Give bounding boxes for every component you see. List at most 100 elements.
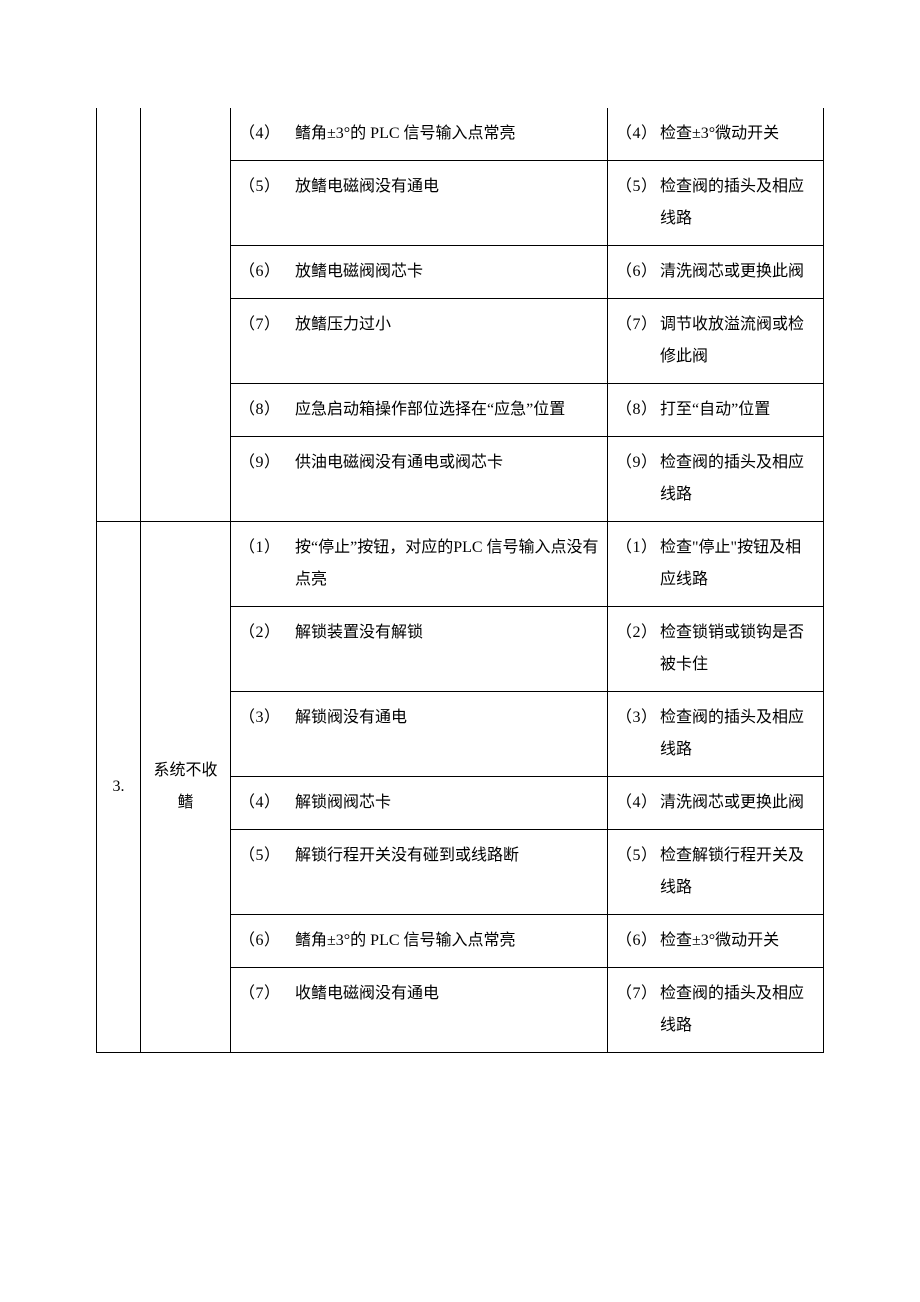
fix-item: （6）清洗阀芯或更换此阀 xyxy=(616,256,815,288)
fix-num: （4） xyxy=(616,118,660,150)
cause-num: （7） xyxy=(239,309,295,341)
fix-num: （2） xyxy=(616,617,660,649)
fix-cell: （8）打至“自动”位置 xyxy=(608,384,824,437)
cause-cell: （2）解锁装置没有解锁 xyxy=(231,607,608,692)
fix-cell: （6）检查±3°微动开关 xyxy=(608,915,824,968)
page: （4）鳍角±3°的 PLC 信号输入点常亮（4）检查±3°微动开关（5）放鳍电磁… xyxy=(0,0,920,1302)
cause-text: 解锁阀阀芯卡 xyxy=(295,787,599,819)
fix-text: 检查锁销或锁钩是否被卡住 xyxy=(660,617,815,681)
troubleshoot-table: （4）鳍角±3°的 PLC 信号输入点常亮（4）检查±3°微动开关（5）放鳍电磁… xyxy=(96,108,824,1053)
cause-cell: （1）按“停止”按钮，对应的PLC 信号输入点没有点亮 xyxy=(231,522,608,607)
table-row: （4）鳍角±3°的 PLC 信号输入点常亮（4）检查±3°微动开关 xyxy=(97,108,824,161)
cause-cell: （5）放鳍电磁阀没有通电 xyxy=(231,161,608,246)
fix-item: （4）检查±3°微动开关 xyxy=(616,118,815,150)
cause-text: 解锁阀没有通电 xyxy=(295,702,599,734)
cause-item: （6）鳍角±3°的 PLC 信号输入点常亮 xyxy=(239,925,599,957)
fix-num: （3） xyxy=(616,702,660,734)
cause-num: （8） xyxy=(239,394,295,426)
fix-cell: （1）检查"停止"按钮及相应线路 xyxy=(608,522,824,607)
fix-text: 清洗阀芯或更换此阀 xyxy=(660,787,815,819)
cause-cell: （4）鳍角±3°的 PLC 信号输入点常亮 xyxy=(231,108,608,161)
cause-cell: （9）供油电磁阀没有通电或阀芯卡 xyxy=(231,437,608,522)
cause-text: 鳍角±3°的 PLC 信号输入点常亮 xyxy=(295,118,599,150)
fix-item: （7）检查阀的插头及相应线路 xyxy=(616,978,815,1042)
cause-text: 收鳍电磁阀没有通电 xyxy=(295,978,599,1010)
cause-text: 按“停止”按钮，对应的PLC 信号输入点没有点亮 xyxy=(295,532,599,596)
fix-cell: （7）调节收放溢流阀或检修此阀 xyxy=(608,299,824,384)
cause-text: 解锁装置没有解锁 xyxy=(295,617,599,649)
cause-cell: （4）解锁阀阀芯卡 xyxy=(231,777,608,830)
cause-cell: （6）鳍角±3°的 PLC 信号输入点常亮 xyxy=(231,915,608,968)
cause-item: （4）解锁阀阀芯卡 xyxy=(239,787,599,819)
fix-num: （5） xyxy=(616,171,660,203)
cause-item: （6）放鳍电磁阀阀芯卡 xyxy=(239,256,599,288)
fix-num: （7） xyxy=(616,309,660,341)
fix-cell: （6）清洗阀芯或更换此阀 xyxy=(608,246,824,299)
cause-num: （6） xyxy=(239,256,295,288)
fix-text: 检查"停止"按钮及相应线路 xyxy=(660,532,815,596)
fix-cell: （3）检查阀的插头及相应线路 xyxy=(608,692,824,777)
fix-num: （5） xyxy=(616,840,660,872)
cause-text: 放鳍压力过小 xyxy=(295,309,599,341)
cause-text: 放鳍电磁阀没有通电 xyxy=(295,171,599,203)
fault-title xyxy=(141,108,231,522)
fix-item: （5）检查解锁行程开关及线路 xyxy=(616,840,815,904)
cause-num: （6） xyxy=(239,925,295,957)
fix-num: （4） xyxy=(616,787,660,819)
fix-text: 检查阀的插头及相应线路 xyxy=(660,171,815,235)
fix-item: （7）调节收放溢流阀或检修此阀 xyxy=(616,309,815,373)
fix-text: 检查阀的插头及相应线路 xyxy=(660,447,815,511)
cause-text: 供油电磁阀没有通电或阀芯卡 xyxy=(295,447,599,479)
fix-text: 清洗阀芯或更换此阀 xyxy=(660,256,815,288)
cause-num: （9） xyxy=(239,447,295,479)
fix-cell: （2）检查锁销或锁钩是否被卡住 xyxy=(608,607,824,692)
cause-cell: （6）放鳍电磁阀阀芯卡 xyxy=(231,246,608,299)
fault-title: 系统不收鳍 xyxy=(141,522,231,1053)
cause-cell: （7）收鳍电磁阀没有通电 xyxy=(231,968,608,1053)
cause-item: （9）供油电磁阀没有通电或阀芯卡 xyxy=(239,447,599,479)
cause-item: （7）收鳍电磁阀没有通电 xyxy=(239,978,599,1010)
fix-num: （7） xyxy=(616,978,660,1010)
fix-num: （6） xyxy=(616,256,660,288)
cause-cell: （7）放鳍压力过小 xyxy=(231,299,608,384)
cause-num: （5） xyxy=(239,171,295,203)
cause-item: （2）解锁装置没有解锁 xyxy=(239,617,599,649)
cause-item: （3）解锁阀没有通电 xyxy=(239,702,599,734)
fix-num: （1） xyxy=(616,532,660,564)
fix-item: （4）清洗阀芯或更换此阀 xyxy=(616,787,815,819)
cause-text: 应急启动箱操作部位选择在“应急”位置 xyxy=(295,394,599,426)
fix-text: 调节收放溢流阀或检修此阀 xyxy=(660,309,815,373)
cause-item: （1）按“停止”按钮，对应的PLC 信号输入点没有点亮 xyxy=(239,532,599,596)
cause-item: （8）应急启动箱操作部位选择在“应急”位置 xyxy=(239,394,599,426)
fix-num: （6） xyxy=(616,925,660,957)
cause-num: （2） xyxy=(239,617,295,649)
cause-item: （5）解锁行程开关没有碰到或线路断 xyxy=(239,840,599,872)
cause-item: （7）放鳍压力过小 xyxy=(239,309,599,341)
cause-num: （7） xyxy=(239,978,295,1010)
fix-item: （8）打至“自动”位置 xyxy=(616,394,815,426)
fix-item: （9）检查阀的插头及相应线路 xyxy=(616,447,815,511)
row-number: 3. xyxy=(97,522,141,1053)
fix-text: 打至“自动”位置 xyxy=(660,394,815,426)
row-number xyxy=(97,108,141,522)
fix-item: （5）检查阀的插头及相应线路 xyxy=(616,171,815,235)
fix-cell: （4）清洗阀芯或更换此阀 xyxy=(608,777,824,830)
fix-cell: （9）检查阀的插头及相应线路 xyxy=(608,437,824,522)
fix-cell: （7）检查阀的插头及相应线路 xyxy=(608,968,824,1053)
cause-text: 解锁行程开关没有碰到或线路断 xyxy=(295,840,599,872)
cause-cell: （5）解锁行程开关没有碰到或线路断 xyxy=(231,830,608,915)
fix-cell: （5）检查解锁行程开关及线路 xyxy=(608,830,824,915)
cause-item: （4）鳍角±3°的 PLC 信号输入点常亮 xyxy=(239,118,599,150)
fix-text: 检查阀的插头及相应线路 xyxy=(660,702,815,766)
cause-cell: （8）应急启动箱操作部位选择在“应急”位置 xyxy=(231,384,608,437)
fix-cell: （4）检查±3°微动开关 xyxy=(608,108,824,161)
fix-item: （2）检查锁销或锁钩是否被卡住 xyxy=(616,617,815,681)
fix-text: 检查±3°微动开关 xyxy=(660,925,815,957)
fix-text: 检查±3°微动开关 xyxy=(660,118,815,150)
fix-text: 检查阀的插头及相应线路 xyxy=(660,978,815,1042)
cause-text: 放鳍电磁阀阀芯卡 xyxy=(295,256,599,288)
fix-num: （9） xyxy=(616,447,660,479)
fix-item: （6）检查±3°微动开关 xyxy=(616,925,815,957)
fix-num: （8） xyxy=(616,394,660,426)
cause-num: （1） xyxy=(239,532,295,564)
